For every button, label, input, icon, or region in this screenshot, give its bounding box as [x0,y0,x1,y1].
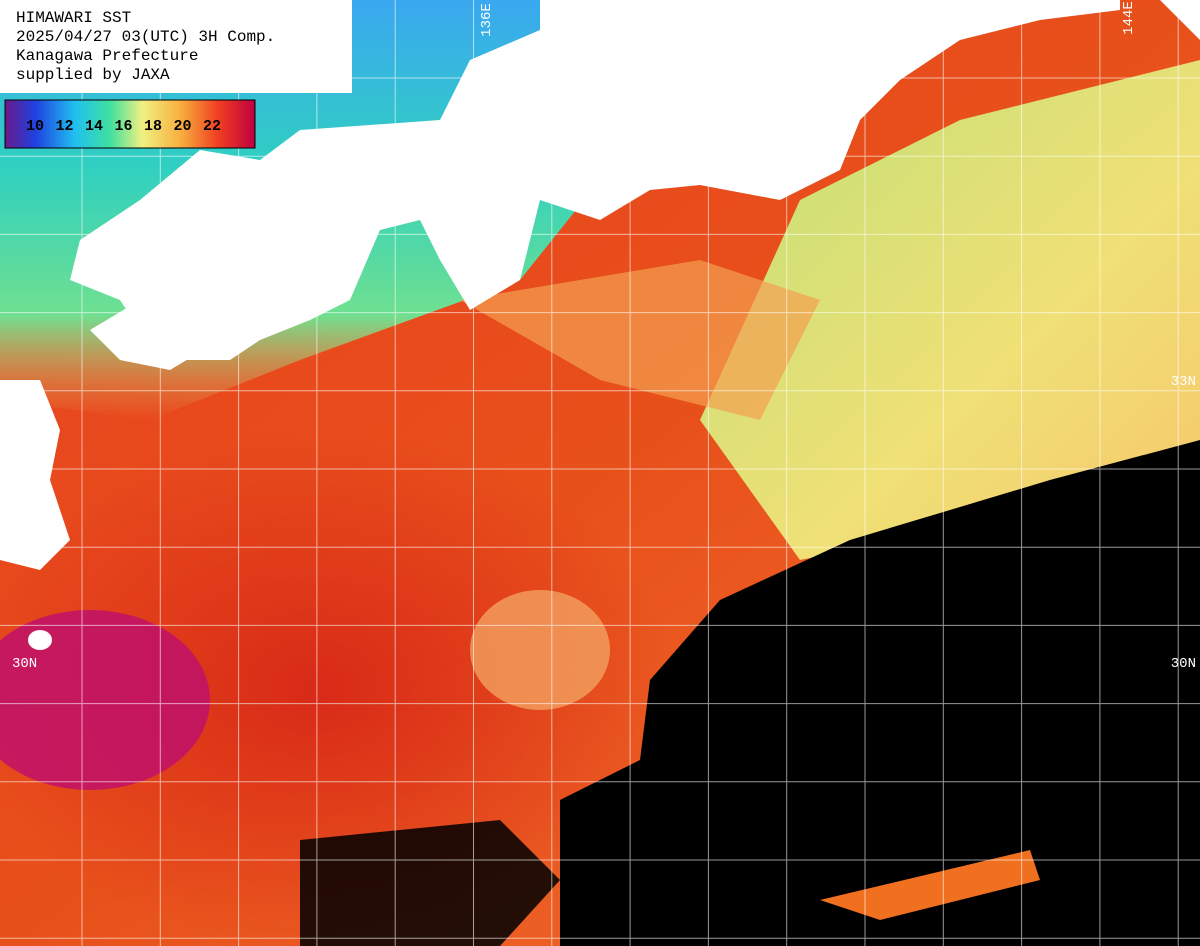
lon-label: 136E [479,3,495,37]
cloud-mask [300,820,560,946]
colorbar [4,99,256,149]
hot-patch [0,610,210,790]
lat-label: 30N [12,656,37,672]
land-kyushu [0,380,70,570]
warm-eddy [470,590,610,710]
lat-label: 30N [1171,656,1196,672]
clear-strip [820,850,1040,920]
colorbar-label: 14 [85,118,103,135]
east-water [700,60,1200,560]
colorbar-label: 12 [56,118,74,135]
colorbar-labels: 10 12 14 16 18 20 22 [26,118,221,135]
lon-label: 144E [1121,1,1137,35]
header-box [0,0,352,93]
header-line: HIMAWARI SST [16,9,131,27]
cloud-mask [560,440,1200,946]
land-shikoku [90,280,240,370]
colorbar-label: 20 [174,118,192,135]
colorbar-label: 16 [115,118,133,135]
header-line: supplied by JAXA [16,66,170,84]
header-line: Kanagawa Prefecture [16,47,198,65]
land-island [28,630,52,650]
header-line: 2025/04/27 03(UTC) 3H Comp. [16,28,275,46]
land-boso [1160,0,1200,40]
mid-water [460,260,820,420]
colorbar-label: 18 [144,118,162,135]
land-honshu [70,0,1120,360]
lat-label: 33N [1171,374,1196,390]
colorbar-label: 10 [26,118,44,135]
colorbar-label: 22 [203,118,221,135]
